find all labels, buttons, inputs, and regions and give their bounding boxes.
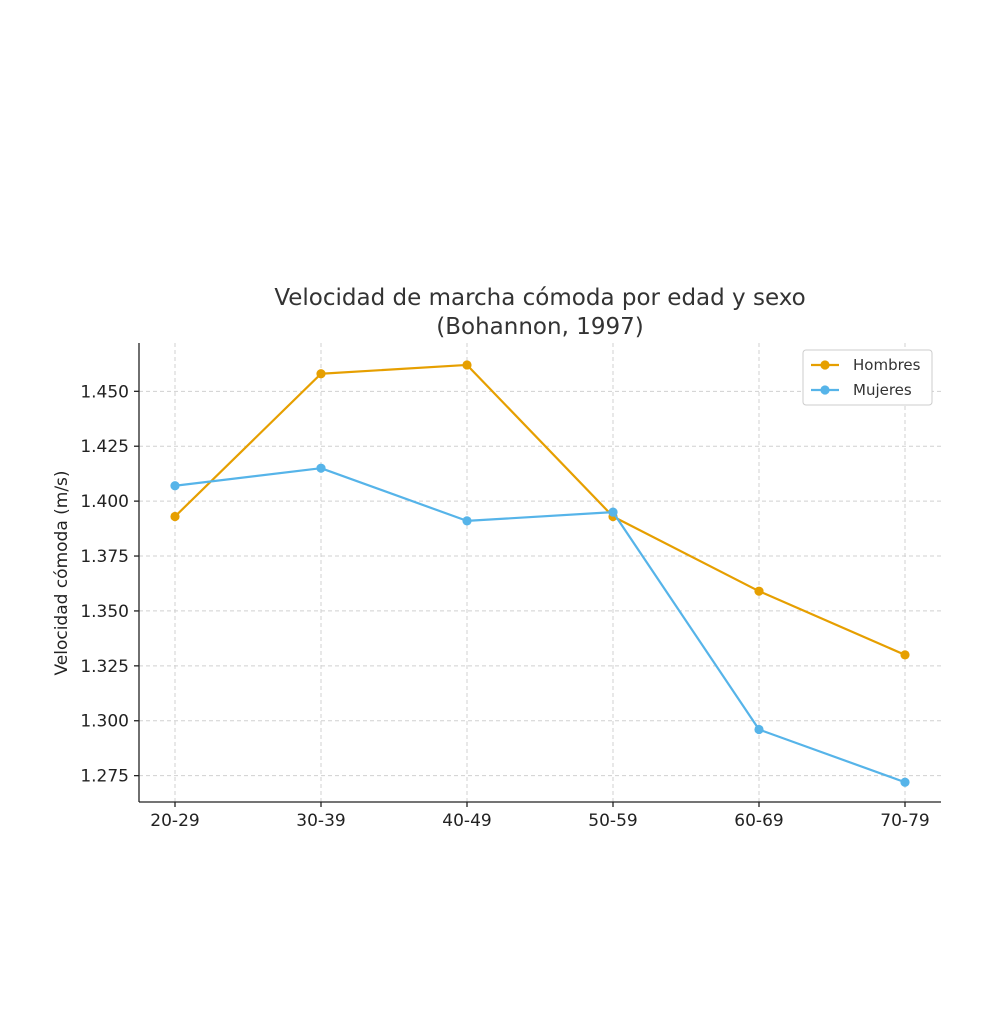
y-tick-labels: 1.275 1.300 1.325 1.350 1.375 1.400 1.425 1.450 <box>80 382 129 786</box>
x-tick-label: 70-79 <box>880 811 929 831</box>
x-tick-label: 60-69 <box>734 811 783 831</box>
data-point-mujeres <box>316 463 326 473</box>
legend-swatch-marker-mujeres <box>820 385 830 395</box>
legend: Hombres Mujeres <box>802 349 933 406</box>
y-tick-label: 1.425 <box>80 437 129 457</box>
data-point-hombres <box>462 360 472 370</box>
series <box>170 360 910 787</box>
chart-title-line-1: Velocidad de marcha cómoda por edad y se… <box>274 285 805 311</box>
data-point-hombres <box>754 586 764 596</box>
legend-swatch-marker-hombres <box>820 360 830 370</box>
legend-label-mujeres: Mujeres <box>853 381 912 399</box>
series-line-mujeres <box>174 467 906 784</box>
y-tick-label: 1.350 <box>80 602 129 622</box>
y-tick-label: 1.300 <box>80 712 129 732</box>
x-tick-label: 20-29 <box>150 811 199 831</box>
data-point-hombres <box>316 369 326 379</box>
x-tick-label: 30-39 <box>296 811 345 831</box>
y-tick-label: 1.400 <box>80 492 129 512</box>
chart-title-line-2: (Bohannon, 1997) <box>436 314 643 340</box>
series-line-hombres <box>174 363 906 656</box>
data-point-mujeres <box>462 516 472 526</box>
x-tick-labels: 20-29 30-39 40-49 50-59 60-69 70-79 <box>150 811 929 831</box>
data-point-hombres <box>900 650 910 660</box>
data-point-mujeres <box>754 724 764 735</box>
data-point-mujeres <box>170 481 180 491</box>
data-point-mujeres <box>608 507 618 517</box>
x-tick-label: 50-59 <box>588 811 637 831</box>
gridlines <box>139 343 941 802</box>
data-point-hombres <box>170 511 180 522</box>
legend-box <box>802 349 933 406</box>
y-tick-label: 1.450 <box>80 382 129 402</box>
data-point-mujeres <box>900 777 910 787</box>
y-tick-label: 1.275 <box>80 767 129 787</box>
axes <box>134 343 941 807</box>
y-tick-label: 1.375 <box>80 547 129 567</box>
legend-label-hombres: Hombres <box>853 356 921 374</box>
x-tick-label: 40-49 <box>442 811 491 831</box>
y-tick-label: 1.325 <box>80 657 129 677</box>
y-axis-title: Velocidad cómoda (m/s) <box>52 470 72 675</box>
